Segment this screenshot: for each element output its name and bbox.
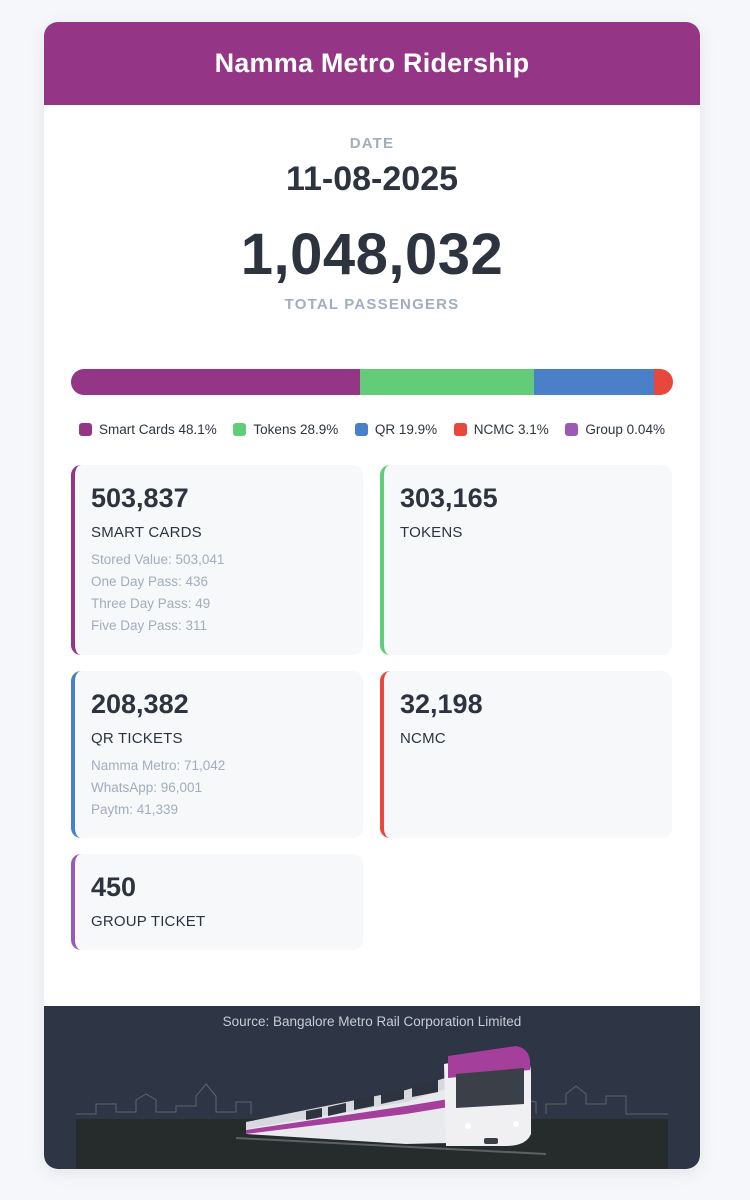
total-passengers-value: 1,048,032: [240, 222, 504, 287]
qr-tickets-value: 208,382: [91, 689, 189, 719]
date-value: 11-08-2025: [285, 160, 459, 198]
legend-label-group: Group 0.04%: [585, 422, 665, 437]
share-segment-tokens: [360, 369, 535, 395]
legend-item-smart-cards: Smart Cards 48.1%: [79, 422, 217, 437]
header-bar: Namma Metro Ridership: [44, 22, 700, 105]
legend-item-group: Group 0.04%: [565, 422, 665, 437]
ncmc-value: 32,198: [400, 689, 483, 719]
legend-item-qr: QR 19.9%: [354, 422, 438, 437]
legend-swatch-smart-cards: [79, 423, 92, 436]
group-ticket-label: GROUP TICKET: [91, 913, 206, 930]
legend-label-qr: QR 19.9%: [374, 422, 438, 437]
legend-swatch-group: [565, 423, 579, 436]
group-ticket-tile: 450 GROUP TICKET: [71, 854, 363, 950]
footer: Source: Bangalore Metro Rail Corporation…: [44, 1006, 700, 1169]
total-passengers-label: TOTAL PASSENGERS: [284, 296, 460, 313]
share-segment-qr: [534, 369, 655, 395]
smart-cards-tile: 503,837 SMART CARDS Stored Value: 503,04…: [71, 465, 363, 655]
share-legend: Smart Cards 48.1% Tokens 28.9% QR 19.9% NCM…: [71, 422, 673, 437]
legend-item-ncmc: NCMC 3.1%: [453, 422, 549, 437]
qr-tickets-label: QR TICKETS: [91, 730, 183, 747]
smart-cards-details: Stored Value: 503,041 One Day Pass: 436 …: [91, 549, 347, 637]
train-body: [246, 1046, 531, 1146]
tokens-label: TOKENS: [400, 524, 463, 541]
legend-swatch-qr: [354, 423, 368, 436]
legend-item-tokens: Tokens 28.9%: [233, 422, 338, 437]
qr-tickets-details: Namma Metro: 71,042 WhatsApp: 96,001 Pay…: [91, 755, 347, 821]
legend-swatch-ncmc: [453, 423, 467, 436]
smart-cards-label: SMART CARDS: [91, 524, 202, 541]
ncmc-label: NCMC: [400, 730, 446, 747]
metro-train-illustration: [76, 1046, 668, 1169]
share-progress-bar: [71, 369, 673, 395]
legend-swatch-tokens: [233, 423, 247, 436]
source-credit: Source: Bangalore Metro Rail Corporation…: [222, 1014, 522, 1029]
legend-label-tokens: Tokens 28.9%: [253, 422, 339, 437]
detail-namma-metro: Namma Metro: 71,042: [91, 758, 226, 773]
detail-stored-value: Stored Value: 503,041: [91, 552, 225, 567]
ncmc-tile: 32,198 NCMC: [380, 671, 672, 838]
detail-paytm: Paytm: 41,339: [91, 802, 179, 817]
detail-three-day-pass: Three Day Pass: 49: [91, 596, 211, 611]
qr-tickets-tile: 208,382 QR TICKETS Namma Metro: 71,042 W…: [71, 671, 363, 838]
tokens-value: 303,165: [400, 483, 498, 513]
ridership-card: Namma Metro Ridership DATE 11-08-2025 1,…: [44, 22, 700, 1169]
detail-five-day-pass: Five Day Pass: 311: [91, 618, 208, 633]
legend-label-smart-cards: Smart Cards 48.1%: [99, 422, 217, 437]
detail-one-day-pass: One Day Pass: 436: [91, 574, 209, 589]
date-label: DATE: [349, 135, 395, 152]
share-segment-ncmc: [654, 369, 673, 395]
legend-label-ncmc: NCMC 3.1%: [473, 422, 549, 437]
share-segment-smart-cards: [71, 369, 361, 395]
smart-cards-value: 503,837: [91, 483, 189, 513]
page-title: Namma Metro Ridership: [214, 48, 530, 78]
detail-whatsapp: WhatsApp: 96,001: [91, 780, 203, 795]
tokens-tile: 303,165 TOKENS: [380, 465, 672, 655]
group-ticket-value: 450: [91, 872, 137, 902]
